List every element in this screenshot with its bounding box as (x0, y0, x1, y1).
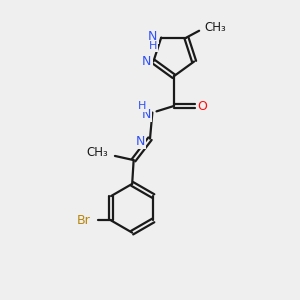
Text: CH₃: CH₃ (86, 146, 108, 159)
Text: N: N (135, 135, 145, 148)
Text: CH₃: CH₃ (204, 21, 226, 34)
Text: N: N (142, 55, 152, 68)
Text: H: H (149, 41, 157, 51)
Text: O: O (197, 100, 207, 112)
Text: N: N (148, 30, 158, 43)
Text: N: N (142, 107, 151, 121)
Text: H: H (137, 101, 146, 111)
Text: Br: Br (76, 214, 90, 227)
